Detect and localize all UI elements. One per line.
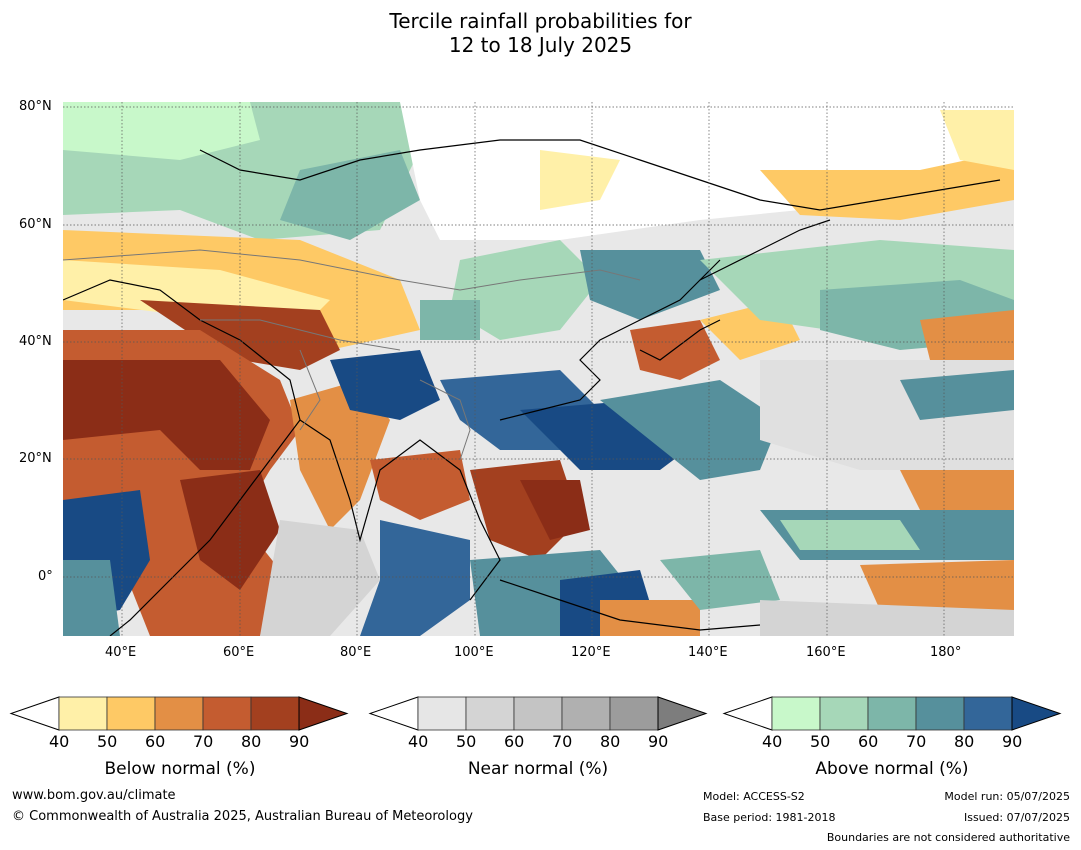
colorbar-above-tick-80: 80 [954, 732, 975, 751]
footer-model-run: Model run: 05/07/2025 [944, 790, 1070, 803]
colorbar-near-tick-90: 90 [648, 732, 669, 751]
colorbar-above-swatch-1 [819, 696, 869, 731]
colorbar-below-tick-70: 70 [193, 732, 214, 751]
footer-copyright: © Commonwealth of Australia 2025, Austra… [12, 809, 473, 824]
probability-regions [63, 102, 1014, 636]
footer-url: www.bom.gov.au/climate [12, 788, 176, 803]
colorbar-above-tick-50: 50 [810, 732, 831, 751]
colorbar-above-min-extend [722, 696, 773, 731]
colorbar-above-max-extend [1011, 696, 1062, 731]
colorbar-near-tick-60: 60 [504, 732, 525, 751]
lat-label-60n: 60°N [19, 217, 52, 232]
colorbars [9, 696, 1062, 731]
footer-base-period: Base period: 1981-2018 [703, 811, 836, 824]
colorbar-below-swatch-0 [58, 696, 108, 731]
colorbar-below-min-extend [9, 696, 60, 731]
lon-label-160e: 160°E [806, 645, 846, 660]
colorbar-near-max-extend [657, 696, 708, 731]
lat-label-80n: 80°N [19, 99, 52, 114]
colorbar-below-max-extend [298, 696, 349, 731]
colorbar-below-swatch-4 [250, 696, 300, 731]
lon-label-140e: 140°E [688, 645, 728, 660]
colorbar-near-tick-40: 40 [408, 732, 429, 751]
colorbar-below-tick-90: 90 [289, 732, 310, 751]
colorbar-below-tick-80: 80 [241, 732, 262, 751]
colorbar-near-swatch-4 [609, 696, 659, 731]
colorbar-above-tick-60: 60 [858, 732, 879, 751]
lon-label-180: 180° [930, 645, 962, 660]
footer-issued: Issued: 07/07/2025 [963, 811, 1070, 824]
colorbar-below-title: Below normal (%) [104, 759, 256, 779]
footer-disclaimer: Boundaries are not considered authoritat… [826, 831, 1070, 844]
colorbar-above-title: Above normal (%) [815, 759, 969, 779]
colorbar-below-swatch-2 [154, 696, 204, 731]
map-title-line2: 12 to 18 July 2025 [448, 33, 633, 57]
colorbar-above-swatch-3 [915, 696, 965, 731]
colorbar-near-min-extend [368, 696, 419, 731]
colorbar-above-swatch-2 [867, 696, 917, 731]
colorbar-below-swatch-1 [106, 696, 156, 731]
lon-label-60e: 60°E [223, 645, 255, 660]
footer-model: Model: ACCESS-S2 [703, 790, 805, 803]
lat-label-20n: 20°N [19, 451, 52, 466]
colorbar-above-swatch-0 [771, 696, 821, 731]
colorbar-above-tick-90: 90 [1002, 732, 1023, 751]
lon-label-100e: 100°E [454, 645, 494, 660]
lon-label-120e: 120°E [571, 645, 611, 660]
colorbar-near-swatch-1 [465, 696, 515, 731]
colorbar-near-swatch-2 [513, 696, 563, 731]
colorbar-above-tick-70: 70 [906, 732, 927, 751]
colorbar-below-tick-60: 60 [145, 732, 166, 751]
colorbar-near-tick-50: 50 [456, 732, 477, 751]
lat-label-0: 0° [38, 569, 53, 584]
colorbar-near-tick-80: 80 [600, 732, 621, 751]
map-area [63, 102, 1014, 636]
coastlines [63, 139, 1001, 636]
colorbar-below-swatch-3 [202, 696, 252, 731]
colorbar-below-tick-40: 40 [49, 732, 70, 751]
colorbar-near-swatch-0 [417, 696, 467, 731]
map-title-line1: Tercile rainfall probabilities for [389, 9, 692, 33]
lon-label-80e: 80°E [340, 645, 372, 660]
gridlines [63, 102, 1014, 636]
colorbar-above-tick-40: 40 [762, 732, 783, 751]
lon-label-40e: 40°E [105, 645, 137, 660]
lat-label-40n: 40°N [19, 334, 52, 349]
colorbar-near-tick-70: 70 [552, 732, 573, 751]
colorbar-below-tick-50: 50 [97, 732, 118, 751]
colorbar-near-swatch-3 [561, 696, 611, 731]
colorbar-above-swatch-4 [963, 696, 1013, 731]
colorbar-near-title: Near normal (%) [467, 759, 609, 779]
